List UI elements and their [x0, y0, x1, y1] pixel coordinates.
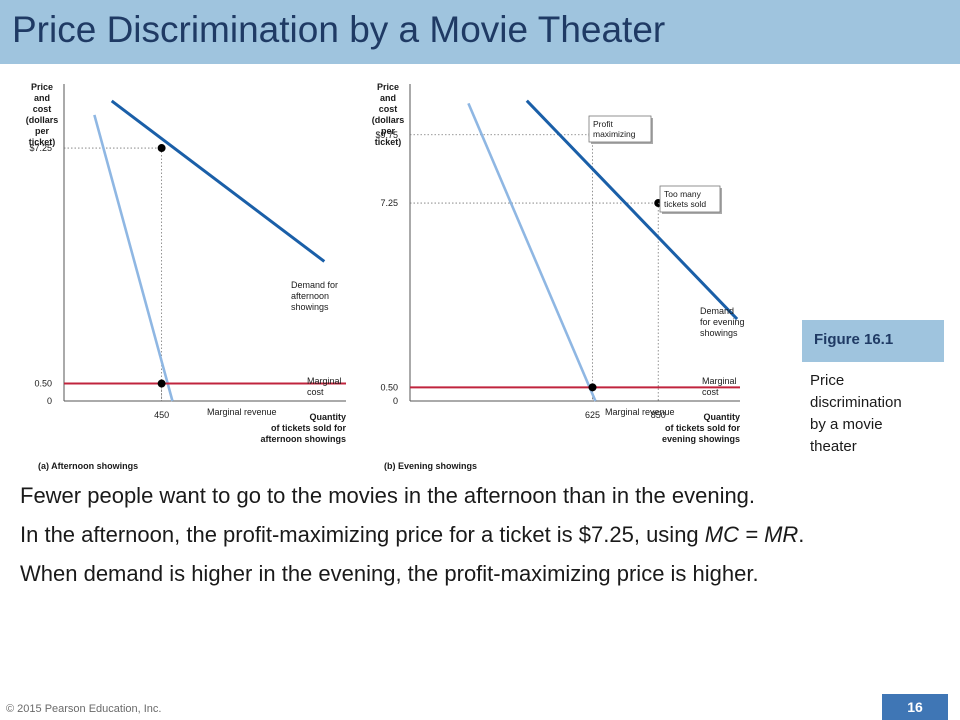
- page-number: 16: [882, 694, 948, 720]
- marginal-cost-label: cost: [702, 387, 719, 397]
- slide-title: Price Discrimination by a Movie Theater: [12, 9, 666, 50]
- figure-caption-line: discrimination: [810, 394, 902, 411]
- bullet-item: Fewer people want to go to the movies in…: [20, 480, 940, 511]
- equilibrium-point: [588, 383, 597, 392]
- bullet-text: Fewer people want to go to the movies in…: [20, 483, 756, 508]
- callout-text: tickets sold: [664, 199, 706, 209]
- figure-caption-line: by a movie: [810, 416, 883, 433]
- bullet-text: When demand is higher in the evening, th…: [20, 561, 759, 586]
- y-axis-label: Price: [31, 82, 53, 92]
- y-tick-label: $9.75: [375, 130, 398, 140]
- evening-chart: Priceandcost(dollarsperticket)Quantityof…: [372, 82, 745, 471]
- equilibrium-point: [157, 379, 166, 388]
- callout-box: [659, 185, 721, 213]
- demand-label: afternoon: [291, 291, 329, 301]
- marginal-cost-label: Marginal: [307, 376, 342, 386]
- title-bar: [0, 0, 960, 64]
- demand-line: [525, 99, 739, 321]
- marginal-revenue-line: [93, 114, 174, 402]
- bullet-text: .: [798, 522, 805, 547]
- demand-label: Demand for: [291, 280, 338, 290]
- bullet-text: In the afternoon, the profit-maximizing …: [20, 522, 705, 547]
- figure-caption: Price discrimination by a movie theater: [810, 370, 950, 458]
- y-axis-label: ticket): [29, 137, 56, 147]
- y-axis-label: (dollars: [26, 115, 59, 125]
- demand-label: showings: [291, 302, 329, 312]
- x-axis-label: afternoon showings: [261, 434, 347, 444]
- callout-text: Profit: [593, 119, 613, 129]
- y-axis-label: and: [34, 93, 50, 103]
- afternoon-chart: Priceandcost(dollarsperticket)Quantityof…: [26, 82, 347, 471]
- y-axis-label: Price: [377, 82, 399, 92]
- y-tick-label: $7.25: [29, 143, 52, 153]
- x-axis-label: Quantity: [703, 412, 740, 422]
- y-tick-label: 0: [393, 396, 398, 406]
- bullet-item: When demand is higher in the evening, th…: [20, 558, 940, 589]
- figure-label-box: [802, 320, 944, 362]
- demand-label: showings: [700, 328, 738, 338]
- equilibrium-point: [157, 144, 166, 153]
- x-tick-label: 850: [651, 410, 666, 420]
- figure-label: Figure 16.1: [814, 331, 894, 348]
- figure-caption-line: theater: [810, 438, 857, 455]
- y-tick-label: 0.50: [34, 379, 52, 389]
- panel-label: (b) Evening showings: [384, 461, 477, 471]
- y-axis-label: cost: [379, 104, 398, 114]
- y-axis-label: ticket): [375, 137, 402, 147]
- bullet-formula: MC = MR: [704, 522, 799, 547]
- x-axis-label: of tickets sold for: [665, 423, 741, 433]
- copyright-text: © 2015 Pearson Education, Inc.: [6, 703, 162, 715]
- y-axis-label: per: [35, 126, 50, 136]
- marginal-revenue-line: [467, 102, 597, 402]
- marginal-cost-label: Marginal: [702, 376, 737, 386]
- y-tick-label: 0: [47, 396, 52, 406]
- y-axis-label: (dollars: [372, 115, 405, 125]
- callout-box: [588, 115, 652, 143]
- marginal-revenue-label: Marginal revenue: [605, 407, 675, 417]
- marginal-revenue-label: Marginal revenue: [207, 407, 277, 417]
- x-tick-label: 625: [585, 410, 600, 420]
- y-axis-label: per: [381, 126, 396, 136]
- bullet-list: Fewer people want to go to the movies in…: [20, 480, 940, 597]
- x-axis-label: of tickets sold for: [271, 423, 347, 433]
- callout-text: Too many: [664, 189, 702, 199]
- x-axis-label: Quantity: [309, 412, 346, 422]
- y-axis-label: and: [380, 93, 396, 103]
- demand-label: for evening: [700, 317, 745, 327]
- x-axis-label: evening showings: [662, 434, 740, 444]
- callout-text: maximizing: [593, 129, 636, 139]
- y-tick-label: 0.50: [380, 382, 398, 392]
- figure-caption-line: Price: [810, 372, 845, 389]
- demand-line: [110, 99, 326, 263]
- marginal-cost-label: cost: [307, 387, 324, 397]
- x-tick-label: 450: [154, 410, 169, 420]
- y-axis-label: cost: [33, 104, 52, 114]
- y-tick-label: 7.25: [380, 198, 398, 208]
- demand-label: Demand: [700, 306, 734, 316]
- bullet-item: In the afternoon, the profit-maximizing …: [20, 519, 940, 550]
- panel-label: (a) Afternoon showings: [38, 461, 138, 471]
